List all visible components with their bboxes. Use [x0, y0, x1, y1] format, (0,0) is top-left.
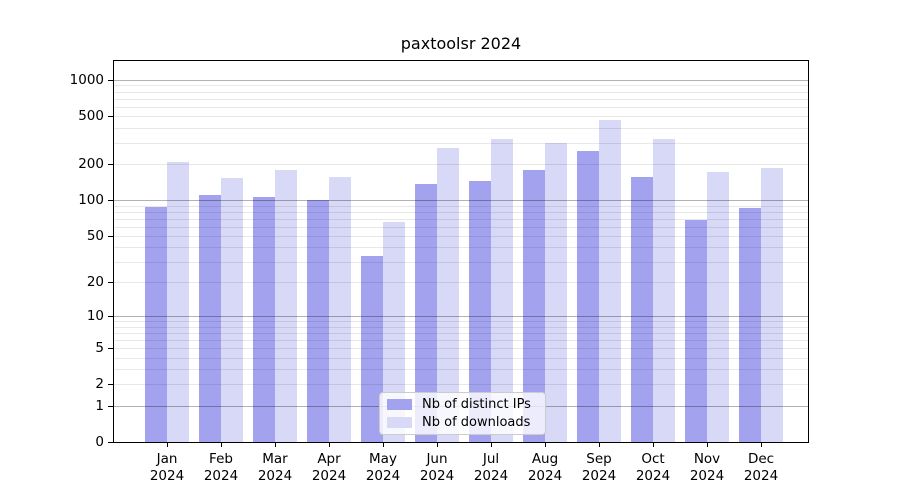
xtick-mark-apr — [329, 443, 330, 447]
xtick-label-mar: Mar 2024 — [257, 451, 293, 484]
bar-distinct-ips-oct — [631, 176, 653, 442]
plot-area: Nb of distinct IPs Nb of downloads — [113, 60, 809, 443]
bar-downloads-apr — [329, 176, 351, 442]
bar-downloads-sep — [599, 120, 621, 442]
bar-distinct-ips-mar — [253, 196, 275, 442]
ytick-mark-50 — [108, 236, 113, 237]
xtick-label-aug: Aug 2024 — [527, 451, 563, 484]
xtick-mark-oct — [653, 443, 654, 447]
legend-label-downloads: Nb of downloads — [422, 415, 531, 430]
ytick-mark-200 — [108, 164, 113, 165]
bar-downloads-dec — [761, 168, 783, 442]
bar-distinct-ips-jul — [469, 181, 491, 442]
bar-downloads-jul — [491, 138, 513, 442]
ytick-label-1000: 1000 — [69, 71, 104, 88]
ytick-mark-2 — [108, 384, 113, 385]
bar-distinct-ips-may — [361, 255, 383, 442]
bar-downloads-aug — [545, 142, 567, 442]
bar-distinct-ips-aug — [523, 170, 545, 442]
xtick-label-jun: Jun 2024 — [419, 451, 455, 484]
xtick-mark-feb — [221, 443, 222, 447]
bar-downloads-nov — [707, 171, 729, 442]
xtick-mark-nov — [707, 443, 708, 447]
ytick-mark-0 — [108, 442, 113, 443]
legend-swatch-downloads — [387, 417, 412, 428]
ytick-mark-10 — [108, 316, 113, 317]
xtick-label-feb: Feb 2024 — [203, 451, 239, 484]
bars-layer — [114, 61, 808, 442]
bar-distinct-ips-sep — [577, 150, 599, 442]
bar-distinct-ips-jan — [145, 206, 167, 442]
xtick-mark-dec — [761, 443, 762, 447]
ytick-label-500: 500 — [78, 108, 104, 125]
xtick-label-jul: Jul 2024 — [473, 451, 509, 484]
bar-distinct-ips-feb — [199, 194, 221, 442]
xtick-label-oct: Oct 2024 — [635, 451, 671, 484]
legend-swatch-distinct-ips — [387, 399, 412, 410]
xtick-mark-jul — [491, 443, 492, 447]
bar-distinct-ips-dec — [739, 207, 761, 442]
ytick-label-50: 50 — [86, 227, 104, 244]
ytick-mark-500 — [108, 116, 113, 117]
bar-downloads-oct — [653, 139, 675, 442]
ytick-label-0: 0 — [95, 434, 104, 450]
xtick-label-nov: Nov 2024 — [689, 451, 725, 484]
legend: Nb of distinct IPs Nb of downloads — [379, 392, 546, 435]
ytick-mark-20 — [108, 282, 113, 283]
xtick-mark-mar — [275, 443, 276, 447]
bar-distinct-ips-nov — [685, 220, 707, 442]
chart-title: paxtoolsr 2024 — [400, 34, 522, 53]
bar-downloads-mar — [275, 170, 297, 442]
bar-downloads-may — [383, 222, 405, 442]
xtick-mark-jun — [437, 443, 438, 447]
xtick-label-jan: Jan 2024 — [149, 451, 185, 484]
xtick-label-apr: Apr 2024 — [311, 451, 347, 484]
xtick-label-dec: Dec 2024 — [743, 451, 779, 484]
xtick-label-sep: Sep 2024 — [581, 451, 617, 484]
xtick-mark-jan — [167, 443, 168, 447]
ytick-mark-1 — [108, 406, 113, 407]
xtick-mark-sep — [599, 443, 600, 447]
legend-item-distinct-ips: Nb of distinct IPs — [387, 397, 538, 412]
ytick-label-1: 1 — [95, 397, 104, 414]
ytick-label-200: 200 — [78, 156, 104, 173]
ytick-label-100: 100 — [78, 192, 104, 209]
ytick-mark-100 — [108, 200, 113, 201]
bar-downloads-jan — [167, 161, 189, 442]
legend-label-distinct-ips: Nb of distinct IPs — [422, 397, 531, 412]
bar-distinct-ips-jun — [415, 183, 437, 442]
ytick-label-20: 20 — [86, 274, 104, 291]
ytick-label-2: 2 — [95, 376, 104, 393]
legend-item-downloads: Nb of downloads — [387, 415, 538, 430]
ytick-mark-1000 — [108, 80, 113, 81]
bar-downloads-feb — [221, 177, 243, 442]
xtick-mark-may — [383, 443, 384, 447]
ytick-label-5: 5 — [95, 340, 104, 357]
ytick-mark-5 — [108, 348, 113, 349]
bar-downloads-jun — [437, 147, 459, 442]
xtick-label-may: May 2024 — [365, 451, 401, 484]
ytick-label-10: 10 — [86, 308, 104, 325]
bar-distinct-ips-apr — [307, 200, 329, 442]
xtick-mark-aug — [545, 443, 546, 447]
